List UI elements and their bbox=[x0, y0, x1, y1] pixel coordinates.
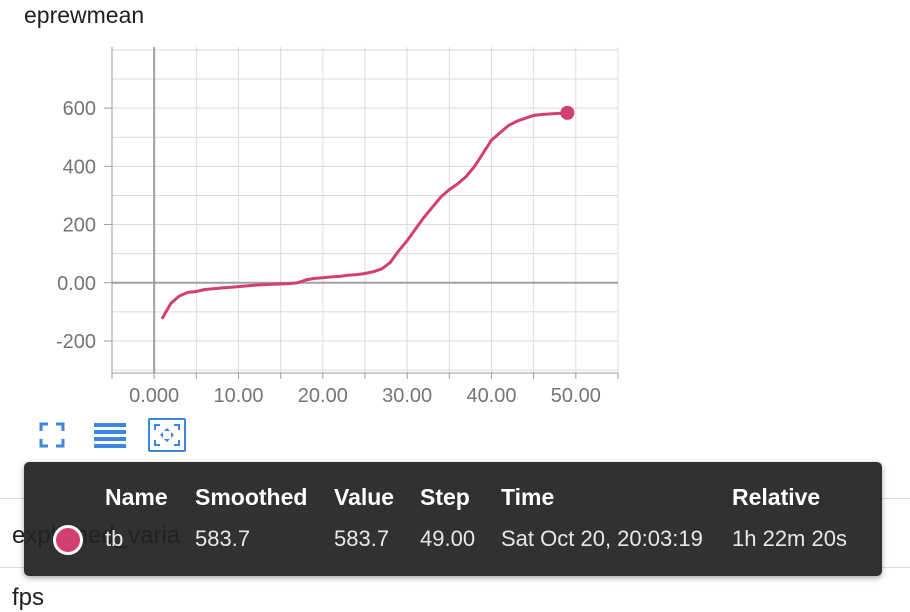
axes bbox=[104, 47, 619, 379]
tooltip-header-time: Time bbox=[501, 484, 555, 510]
x-tick-label: 40.00 bbox=[466, 385, 516, 407]
line-chart[interactable]: -200 0.00 200 400 600 0.000 10.00 20.00 30.00 40.… bbox=[0, 0, 910, 460]
tooltip-cell-time: Sat Oct 20, 20:03:19 bbox=[501, 526, 703, 551]
y-tick-label: -200 bbox=[56, 331, 96, 353]
tooltip-cell-value: 583.7 bbox=[334, 526, 390, 551]
following-card-title: fps bbox=[12, 584, 45, 611]
y-tick-label: 600 bbox=[63, 98, 96, 120]
y-tick-label: 200 bbox=[63, 215, 96, 237]
x-tick-label: 0.000 bbox=[129, 385, 179, 407]
y-tick-label: 0.00 bbox=[57, 273, 96, 295]
tooltip-header-relative: Relative bbox=[732, 484, 821, 510]
x-tick-label: 20.00 bbox=[298, 385, 348, 407]
tooltip-header-step: Step bbox=[420, 484, 470, 510]
tooltip-cell-step: 49.00 bbox=[420, 526, 476, 551]
tooltip-header-smoothed: Smoothed bbox=[195, 484, 308, 510]
hover-point-marker[interactable] bbox=[560, 105, 575, 120]
chart-title: eprewmean bbox=[24, 2, 145, 28]
tooltip-cell-name: tb bbox=[105, 526, 124, 551]
x-tick-label: 50.00 bbox=[551, 385, 601, 407]
grid-lines bbox=[111, 47, 619, 373]
tooltip-cell-smoothed: 583.7 bbox=[195, 526, 251, 551]
series-color-swatch bbox=[53, 525, 83, 555]
tooltip-header-name: Name bbox=[105, 484, 168, 510]
tick-labels: -200 0.00 200 400 600 0.000 10.00 20.00 30.00 40.… bbox=[56, 98, 601, 407]
data-tooltip: Name Smoothed Value Step Time Relative t… bbox=[24, 462, 882, 576]
fit-to-data-icon bbox=[154, 424, 180, 446]
tooltip-cell-relative: 1h 22m 20s bbox=[732, 526, 847, 551]
x-tick-label: 10.00 bbox=[213, 385, 263, 407]
series-line-tb[interactable] bbox=[161, 111, 569, 320]
tooltip-header-value: Value bbox=[334, 484, 395, 510]
list-lines-icon bbox=[94, 423, 126, 448]
fullscreen-icon bbox=[39, 422, 65, 448]
series-layer[interactable] bbox=[161, 105, 575, 320]
fullscreen-button[interactable] bbox=[33, 418, 71, 452]
x-tick-label: 30.00 bbox=[382, 385, 432, 407]
toggle-log-scale-button[interactable] bbox=[91, 418, 129, 452]
y-tick-label: 400 bbox=[63, 156, 96, 178]
fit-domain-button[interactable] bbox=[148, 418, 186, 452]
